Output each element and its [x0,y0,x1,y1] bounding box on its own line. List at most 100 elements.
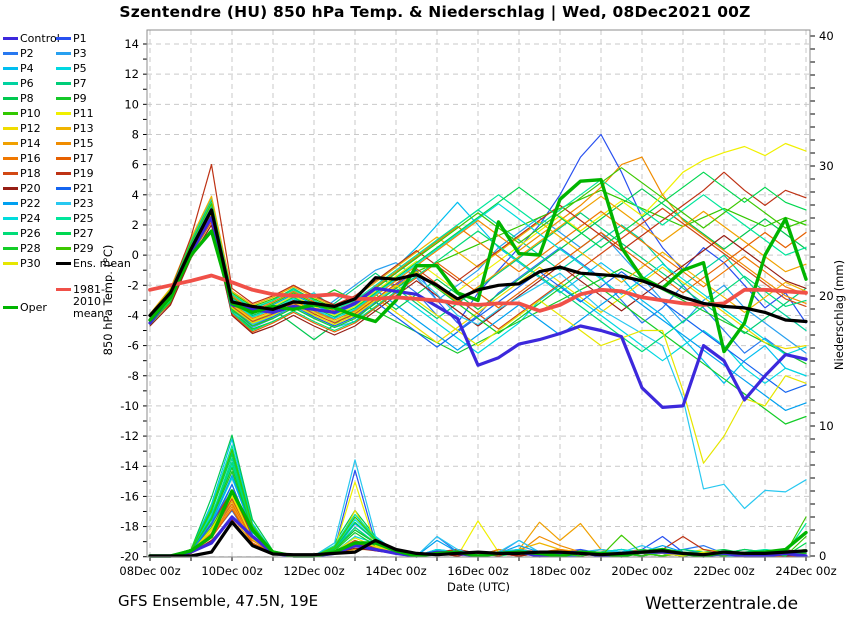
plot-frame [146,29,811,558]
temp-line-clim [148,273,808,313]
temp-tick-label: -10 [120,399,139,413]
temp-line-P17 [149,221,807,333]
legend-item-P9: P9 [56,91,120,106]
site-credit-label: Wetterzentrale.de [645,594,799,614]
legend-label-P15: P15 [73,137,94,150]
legend-label-P1: P1 [73,32,87,45]
legend-item-P12: P12 [3,121,56,136]
legend-swatch-P17 [56,157,71,160]
right-axis-title: Niederschlag (mm) [832,260,846,370]
legend-swatch-P28 [3,247,18,250]
legend-swatch-clim [56,288,71,291]
legend-label-P6: P6 [20,77,34,90]
temp-tick-label: 14 [124,37,139,51]
legend-item-P17: P17 [56,151,120,166]
legend-item-oper: Oper [3,295,56,320]
legend-swatch-P26 [3,232,18,235]
legend-label-P2: P2 [20,47,34,60]
legend-swatch-P29 [56,247,71,250]
date-tick-label: 14Dec 00z [365,564,426,578]
legend-swatch-P11 [56,112,71,115]
temp-line-P24 [149,203,807,356]
temp-line-P28 [149,216,807,425]
legend-label-P24: P24 [20,212,41,225]
legend-item-P14: P14 [3,136,56,151]
legend-item-P4: P4 [3,61,56,76]
legend-label-P5: P5 [73,62,87,75]
temp-line-P30 [149,213,807,464]
legend-swatch-P30 [3,262,18,265]
legend-swatch-P5 [56,67,71,70]
legend-swatch-P16 [3,157,18,160]
temp-line-P13 [149,195,807,315]
date-tick-label: 18Dec 00z [529,564,590,578]
temp-tick-label: 10 [124,97,139,111]
legend-label-P26: P26 [20,227,41,240]
legend-label-P3: P3 [73,47,87,60]
temp-tick-label: 2 [132,218,139,232]
legend-item-P22: P22 [3,196,56,211]
legend-item-P6: P6 [3,76,56,91]
legend-label-P19: P19 [73,167,94,180]
temp-series-group [148,133,808,510]
legend-swatch-P23 [56,202,71,205]
temp-tick-label: -14 [120,459,139,473]
temp-line-P9 [149,216,807,365]
temp-tick-label: 0 [132,248,139,262]
x-axis-title: Date (UTC) [447,580,510,594]
legend-swatch-P22 [3,202,18,205]
legend-swatch-P9 [56,97,71,100]
legend-swatch-P18 [3,172,18,175]
temp-tick-label: -6 [128,339,139,353]
date-tick-label: 08Dec 00z [119,564,180,578]
legend-swatch-P13 [56,127,71,130]
legend-label-P18: P18 [20,167,41,180]
legend-label-P20: P20 [20,182,41,195]
legend-item-P21: P21 [56,181,120,196]
temp-line-P18 [149,207,807,330]
legend-swatch-P2 [3,52,18,55]
legend-item-P5: P5 [56,61,120,76]
legend-item-clim: 1981-2010 mean [56,284,128,320]
legend-label-P4: P4 [20,62,34,75]
temp-tick-label: -18 [120,520,139,534]
legend-swatch-control [3,37,18,40]
precip-tick-label: 10 [819,419,834,433]
date-tick-label: 10Dec 00z [201,564,262,578]
temp-line-P25 [149,179,807,316]
model-info-label: GFS Ensemble, 47.5N, 19E [118,592,319,610]
temp-line-P26 [149,218,807,353]
temp-line-P15 [149,156,807,321]
temp-tick-label: -12 [120,429,139,443]
precip-series-group [148,434,808,558]
legend-item-P13: P13 [56,121,120,136]
legend-item-P1: P1 [56,31,120,46]
temp-line-P27 [149,171,807,321]
precip-tick-label: 20 [819,289,834,303]
legend-item-P11: P11 [56,106,120,121]
date-tick-label: 24Dec 00z [775,564,836,578]
legend-label-P7: P7 [73,77,87,90]
temp-tick-label: -4 [128,308,139,322]
legend-swatch-P8 [3,97,18,100]
legend-item-P3: P3 [56,46,120,61]
legend-label-P25: P25 [73,212,94,225]
legend-label-P14: P14 [20,137,41,150]
legend-swatch-P6 [3,82,18,85]
temp-line-ens_mean [148,208,808,324]
legend-label-P13: P13 [73,122,94,135]
legend-label-P11: P11 [73,107,94,120]
legend-swatch-P12 [3,127,18,130]
legend-extra: Oper 1981-2010 mean [3,284,128,320]
temp-tick-label: 8 [132,127,139,141]
date-tick-label: 22Dec 00z [693,564,754,578]
legend-label-P29: P29 [73,242,94,255]
legend-swatch-ens_mean [56,262,71,265]
legend-item-P29: P29 [56,241,120,256]
left-axis-title: 850 hPa Temp. (°C) [101,245,115,356]
legend-swatch-oper [3,306,18,309]
legend-item-P25: P25 [56,211,120,226]
legend-item-P16: P16 [3,151,56,166]
temp-line-P10 [149,189,807,316]
